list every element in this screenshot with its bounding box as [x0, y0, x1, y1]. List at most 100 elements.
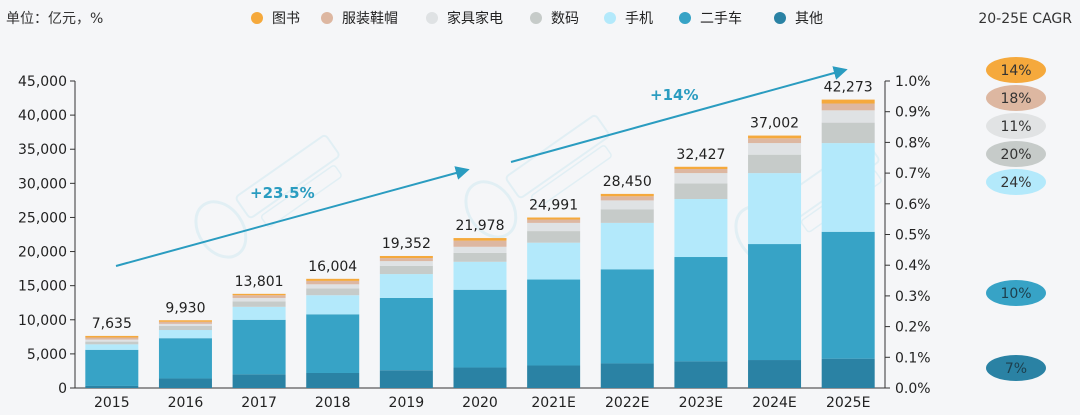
bar-segment — [748, 244, 802, 361]
bar-segment — [600, 200, 654, 210]
legend-label: 其他 — [795, 11, 823, 27]
cagr-label: 14% — [1000, 63, 1031, 79]
legend-swatch — [426, 12, 438, 24]
total-label: 19,352 — [382, 236, 431, 252]
bar-segment — [527, 242, 581, 280]
bar-segment — [527, 365, 581, 388]
bar-segment — [232, 293, 286, 296]
bar-segment — [379, 370, 433, 388]
trend-arrow-2 — [510, 66, 848, 163]
legend-swatch — [679, 12, 691, 24]
legend-item: 二手车 — [679, 10, 742, 27]
cagr-badge: 14% — [986, 57, 1046, 83]
legend-item: 服装鞋帽 — [321, 11, 398, 27]
total-label: 37,002 — [750, 116, 799, 132]
y-tick-label: 0 — [58, 381, 67, 397]
x-tick-label: 2021E — [531, 395, 575, 411]
bar-segment — [232, 319, 286, 375]
bar-segment — [821, 143, 875, 232]
bar-segment — [674, 257, 728, 362]
trend-arrow-1 — [115, 166, 470, 267]
legend-item: 家具家电 — [426, 10, 503, 27]
bar-segment — [527, 231, 581, 243]
bar-segment — [600, 196, 654, 201]
legend: 图书 服装鞋帽 家具家电 数码 手机 二手车 其他 — [251, 10, 823, 27]
bar-segment — [379, 255, 433, 259]
y-tick-label: 45,000 — [18, 74, 67, 90]
y2-tick-label: 0.5% — [895, 228, 931, 244]
y2-tick-label: 0.4% — [895, 258, 931, 274]
legend-swatch — [774, 12, 786, 24]
bar-segment — [748, 138, 802, 144]
legend-item: 其他 — [774, 11, 823, 27]
growth-annotation: +23.5% — [250, 184, 315, 202]
cagr-badge: 24% — [986, 169, 1046, 195]
y2-tick-label: 0.3% — [895, 289, 931, 305]
bar-segment — [232, 301, 286, 307]
x-tick-label: 2018 — [315, 395, 351, 411]
legend-label: 图书 — [272, 11, 300, 27]
bar-segment — [674, 169, 728, 174]
y-tick-label: 5,000 — [27, 347, 67, 363]
total-label: 28,450 — [603, 174, 652, 190]
bar-segment — [232, 374, 286, 388]
y2-tick-label: 0.8% — [895, 135, 931, 151]
cagr-ellipse — [986, 141, 1046, 167]
axes: 0 5,000 10,000 15,000 20,000 25,000 30,000 35,0… — [18, 74, 931, 411]
bar-segment — [600, 363, 654, 388]
bar-segment — [821, 358, 875, 388]
bar-segment — [158, 320, 212, 322]
total-label: 42,273 — [824, 80, 873, 96]
bar-segment — [158, 378, 212, 388]
bar-segment — [748, 135, 802, 139]
bar-segment — [379, 274, 433, 298]
bar-segment — [306, 372, 360, 388]
cagr-label: 10% — [1000, 286, 1031, 302]
x-tick-label: 2025E — [826, 395, 870, 411]
legend-item: 数码 — [530, 11, 579, 27]
legend-item: 图书 — [251, 11, 300, 27]
bar-segment — [748, 143, 802, 155]
bar-segment — [158, 321, 212, 324]
bar-segment — [85, 349, 139, 386]
bar-segment — [674, 183, 728, 200]
bar-segment — [306, 314, 360, 373]
cagr-badge: 7% — [986, 355, 1046, 381]
cagr-label: 11% — [1000, 119, 1031, 135]
x-tick-label: 2022E — [605, 395, 649, 411]
bar-segment — [527, 219, 581, 223]
cagr-ellipse — [986, 57, 1046, 83]
total-label: 16,004 — [308, 259, 357, 275]
unit-label: 单位：亿元，% — [6, 11, 103, 27]
cagr-ellipse — [986, 355, 1046, 381]
y2-tick-label: 0.2% — [895, 320, 931, 336]
legend-label: 服装鞋帽 — [342, 11, 398, 27]
bar-segment — [232, 295, 286, 298]
bar-segment — [306, 278, 360, 281]
bar-segment — [600, 269, 654, 364]
bar-segment — [821, 231, 875, 359]
x-tick-label: 2020 — [462, 395, 498, 411]
bar-segment — [453, 367, 507, 388]
cagr-header: 20-25E CAGR — [978, 11, 1072, 27]
legend-label: 家具家电 — [447, 10, 503, 27]
legend-swatch — [251, 12, 263, 24]
bar-segment — [748, 154, 802, 174]
legend-swatch — [530, 12, 542, 24]
bar-segment — [453, 261, 507, 290]
bar-segment — [527, 279, 581, 366]
bar-segment — [232, 306, 286, 320]
y2-tick-label: 0.0% — [895, 381, 931, 397]
total-label: 9,930 — [165, 300, 205, 316]
bar-segment — [379, 261, 433, 266]
legend-label: 手机 — [625, 11, 653, 27]
cagr-label: 20% — [1000, 147, 1031, 163]
legend-label: 二手车 — [700, 10, 742, 27]
x-tick-label: 2019 — [389, 395, 425, 411]
bar-segment — [379, 258, 433, 262]
cagr-label: 24% — [1000, 175, 1031, 191]
watermark-mark — [464, 114, 612, 239]
bar-segment — [306, 288, 360, 296]
bar-segment — [306, 295, 360, 315]
cagr-label: 18% — [1000, 91, 1031, 107]
